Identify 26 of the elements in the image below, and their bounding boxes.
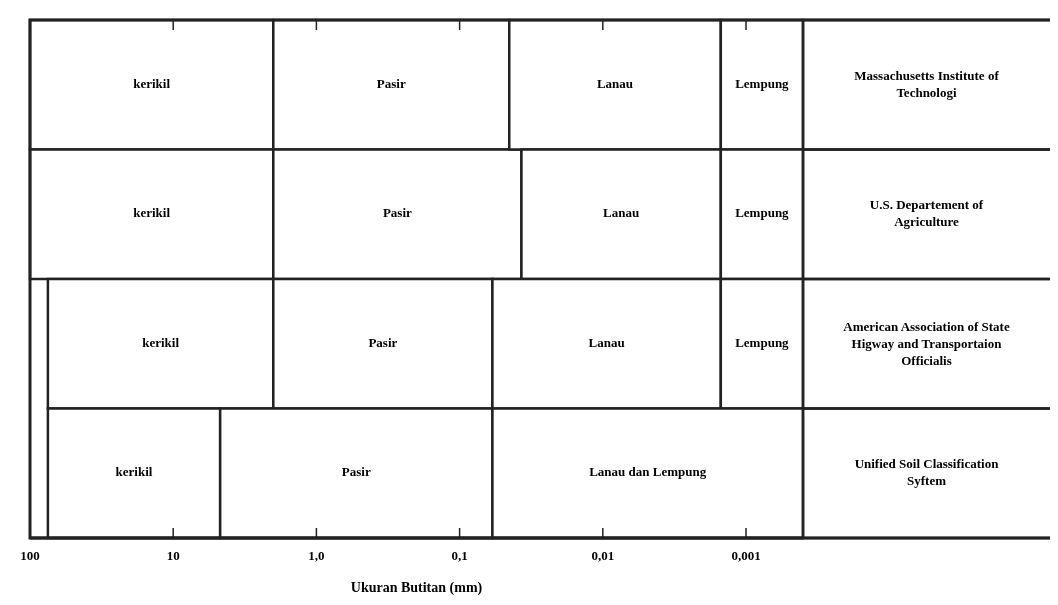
text: Lempung	[735, 205, 789, 221]
text: Pasir	[368, 334, 398, 350]
x-tick-label: 100	[20, 548, 40, 563]
text: Pasir	[376, 75, 406, 91]
text: kerikil	[115, 464, 153, 480]
text: kerikil	[133, 75, 171, 91]
y-tick-label: Massachusetts Institute of Technologi	[854, 67, 1000, 100]
text: kerikil	[142, 334, 180, 350]
y-tick-label: Unified Soil Classification Syftem	[854, 456, 1000, 489]
x-tick-label: 0,01	[591, 548, 615, 563]
x-tick-label: 0,001	[731, 548, 761, 563]
y-tick-label: American Association of State Higway and Transportaion Officialis	[843, 318, 1010, 368]
series-label: kerikil	[133, 205, 171, 221]
series-label: Lanau dan Lempung	[589, 464, 707, 480]
text: Lempung	[735, 334, 789, 350]
series-label: Lempung	[735, 75, 790, 91]
series-label: Pasir	[382, 205, 413, 221]
y-tick-label: U.S. Departement of Agriculture	[869, 197, 984, 230]
text: Pasir	[341, 464, 371, 480]
x-tick-label: 1,0	[308, 548, 325, 563]
x-tick-label: 10	[166, 548, 180, 563]
text: Lanau	[596, 75, 634, 91]
x-axis-title: Ukuran Butitan (mm)	[350, 580, 483, 596]
x-tick-label: 0,1	[451, 548, 468, 563]
text: Lanau	[588, 334, 625, 350]
series-label: Lanau	[603, 205, 640, 221]
